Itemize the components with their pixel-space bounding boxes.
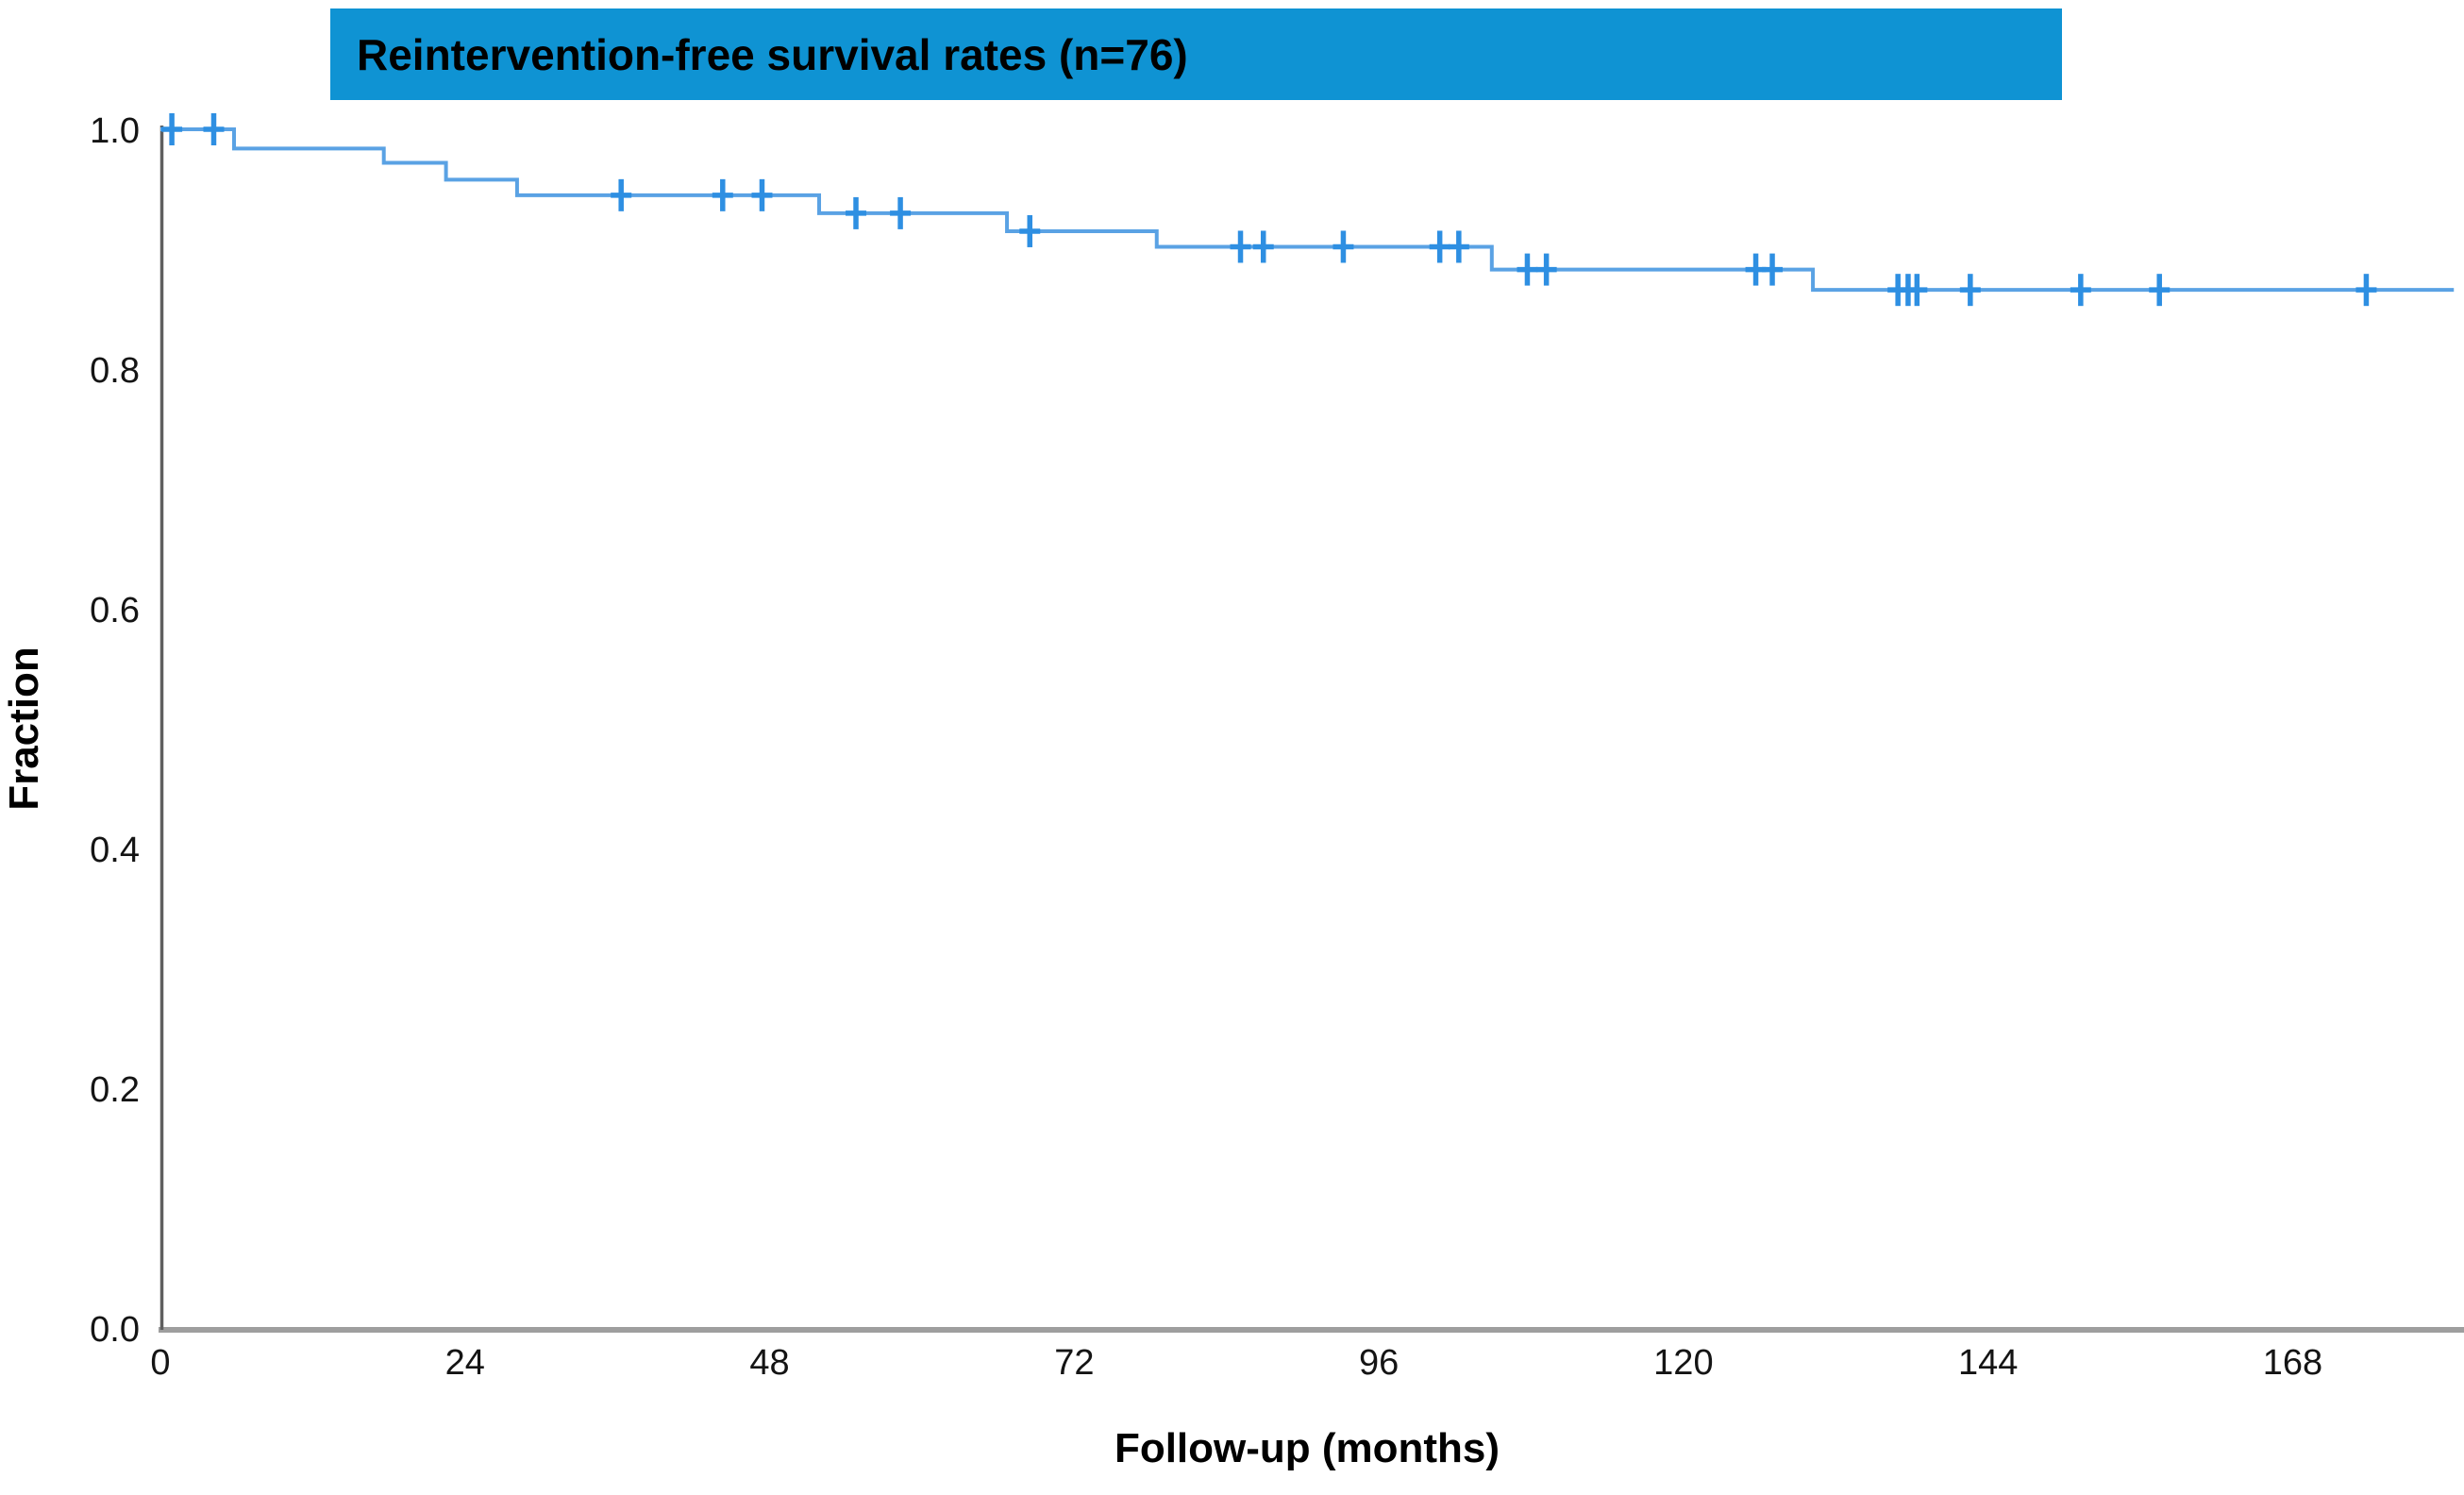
x-tick-label: 24: [445, 1343, 485, 1383]
title-banner: Reintervention-free survival rates (n=76…: [330, 8, 2062, 100]
x-tick-label: 0: [150, 1343, 170, 1383]
survival-step-curve: [160, 127, 2455, 293]
x-tick-label: 168: [2263, 1343, 2322, 1383]
x-tick-label: 48: [749, 1343, 789, 1383]
y-tick-label: 0.0: [90, 1310, 140, 1350]
y-tick-label: 0.2: [90, 1070, 140, 1110]
x-tick-label: 72: [1054, 1343, 1094, 1383]
x-tick-label: 144: [1958, 1343, 2018, 1383]
y-tick-label: 0.6: [90, 591, 140, 630]
y-tick-label: 1.0: [90, 111, 140, 151]
y-tick-label: 0.4: [90, 831, 140, 870]
x-tick-label: 120: [1653, 1343, 1713, 1383]
x-axis-title: Follow-up (months): [1114, 1425, 1500, 1471]
chart-title: Reintervention-free survival rates (n=76…: [357, 29, 1188, 79]
y-axis-title: Fraction: [1, 647, 47, 811]
x-tick-label: 96: [1359, 1343, 1399, 1383]
y-tick-label: 0.8: [90, 351, 140, 391]
